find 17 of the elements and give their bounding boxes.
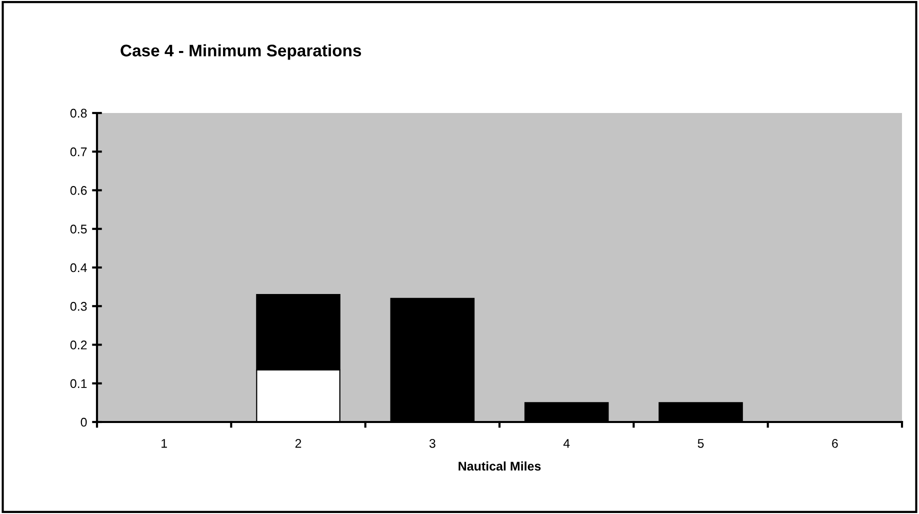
x-tick-label: 6 (832, 438, 838, 448)
x-tick-label: 2 (295, 438, 302, 448)
x-tick-label: 3 (429, 438, 436, 448)
y-tick-label: 0.5 (70, 224, 87, 234)
chart-title: Case 4 - Minimum Separations (120, 44, 362, 60)
y-tick-label: 0.7 (70, 147, 87, 156)
y-tick-label: 0.6 (70, 186, 87, 195)
x-tick-label: 5 (698, 439, 704, 448)
x-axis-title: Nautical Miles (458, 461, 541, 471)
y-tick-label: 0.4 (70, 263, 87, 272)
y-tick-label: 0 (80, 418, 87, 427)
x-tick-label: 1 (162, 439, 167, 448)
x-tick-label: 4 (563, 439, 570, 448)
y-tick-label: 0.3 (70, 302, 87, 311)
y-tick-label: 0.1 (70, 379, 87, 388)
y-tick-label: 0.2 (70, 340, 87, 350)
y-tick-label: 0.8 (70, 108, 87, 118)
